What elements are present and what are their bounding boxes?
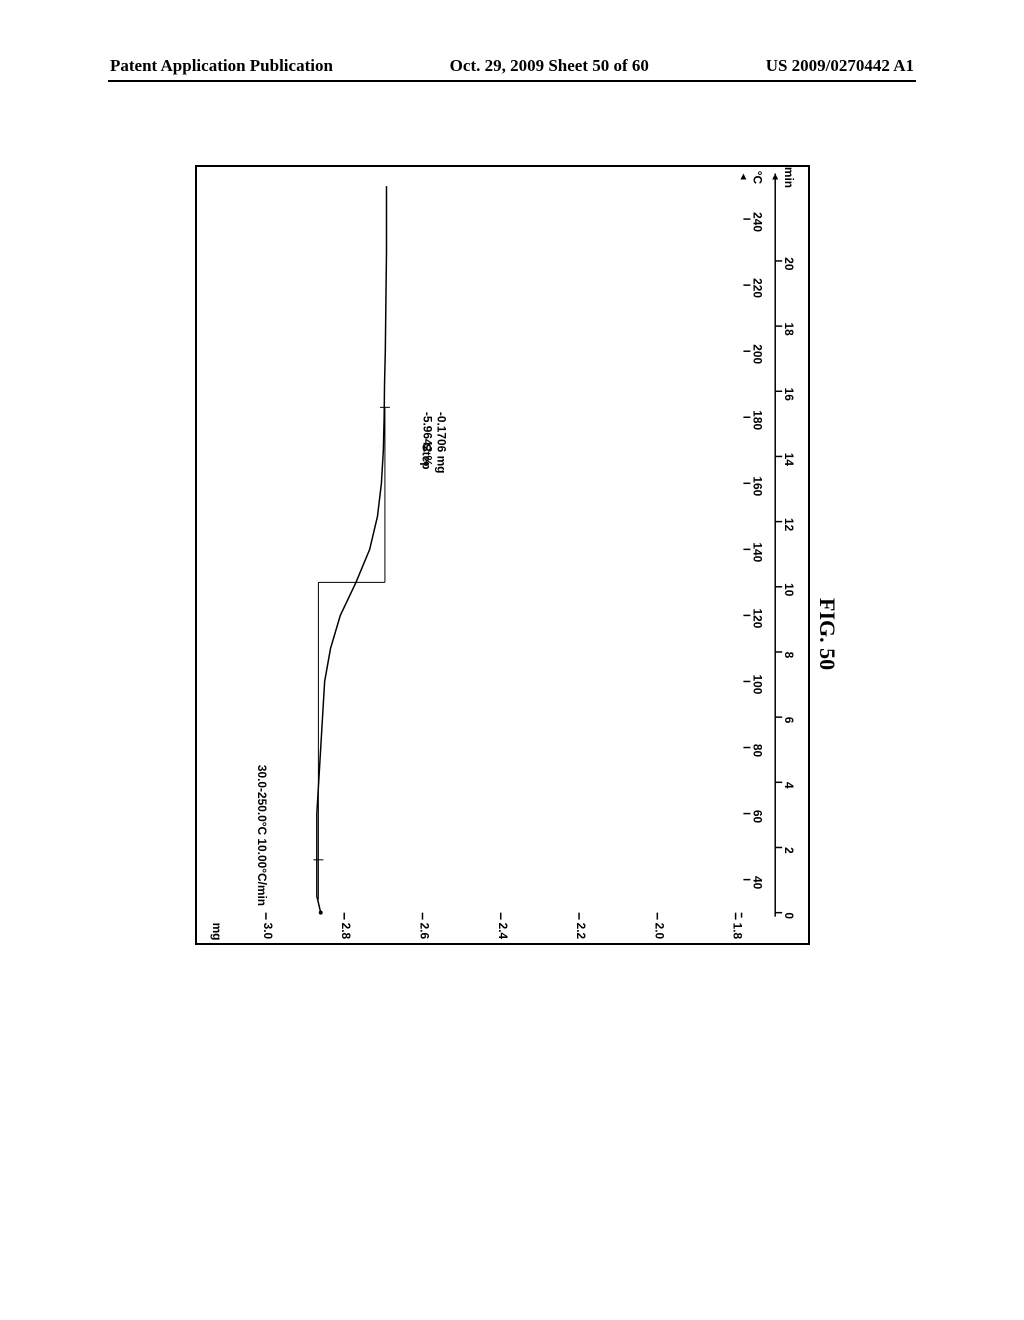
svg-text:0: 0 [782, 912, 796, 919]
svg-text:12: 12 [782, 518, 796, 532]
svg-text:240: 240 [750, 212, 764, 232]
svg-text:6: 6 [782, 717, 796, 724]
header-left: Patent Application Publication [110, 56, 333, 76]
header-rule [108, 80, 916, 82]
page-header: Patent Application Publication Oct. 29, … [0, 56, 1024, 76]
svg-text:-5.9642 %: -5.9642 % [420, 412, 434, 467]
svg-text:min: min [782, 167, 796, 188]
svg-text:-0.1706 mg: -0.1706 mg [434, 412, 448, 474]
svg-text:30.0-250.0°C 10.00°C/min: 30.0-250.0°C 10.00°C/min [255, 765, 269, 906]
svg-text:1.8: 1.8 [731, 923, 745, 940]
svg-text:2.0: 2.0 [652, 923, 666, 940]
svg-text:8: 8 [782, 652, 796, 659]
svg-text:200: 200 [750, 344, 764, 364]
svg-text:180: 180 [750, 410, 764, 430]
svg-text:40: 40 [750, 876, 764, 890]
svg-text:14: 14 [782, 453, 796, 467]
svg-text:60: 60 [750, 810, 764, 824]
svg-text:2.2: 2.2 [574, 923, 588, 940]
svg-text:18: 18 [782, 322, 796, 336]
svg-text:20: 20 [782, 257, 796, 271]
svg-text:mg: mg [210, 923, 224, 941]
svg-text:140: 140 [750, 542, 764, 562]
svg-text:2.6: 2.6 [418, 923, 432, 940]
tga-chart: 1.82.02.22.42.62.83.0mg40608010012014016… [195, 165, 810, 945]
svg-text:220: 220 [750, 278, 764, 298]
svg-text:100: 100 [750, 675, 764, 695]
svg-text:°C: °C [750, 171, 764, 185]
svg-text:2.8: 2.8 [339, 923, 353, 940]
chart-svg: 1.82.02.22.42.62.83.0mg40608010012014016… [197, 167, 808, 943]
header-center: Oct. 29, 2009 Sheet 50 of 60 [450, 56, 649, 76]
svg-text:10: 10 [782, 583, 796, 597]
svg-text:16: 16 [782, 388, 796, 402]
svg-text:4: 4 [782, 782, 796, 789]
svg-text:2: 2 [782, 847, 796, 854]
svg-text:80: 80 [750, 744, 764, 758]
svg-text:120: 120 [750, 608, 764, 628]
figure-label: FIG. 50 [814, 598, 840, 670]
svg-text:3.0: 3.0 [261, 923, 275, 940]
svg-text:160: 160 [750, 476, 764, 496]
header-right: US 2009/0270442 A1 [766, 56, 914, 76]
svg-text:2.4: 2.4 [496, 923, 510, 940]
